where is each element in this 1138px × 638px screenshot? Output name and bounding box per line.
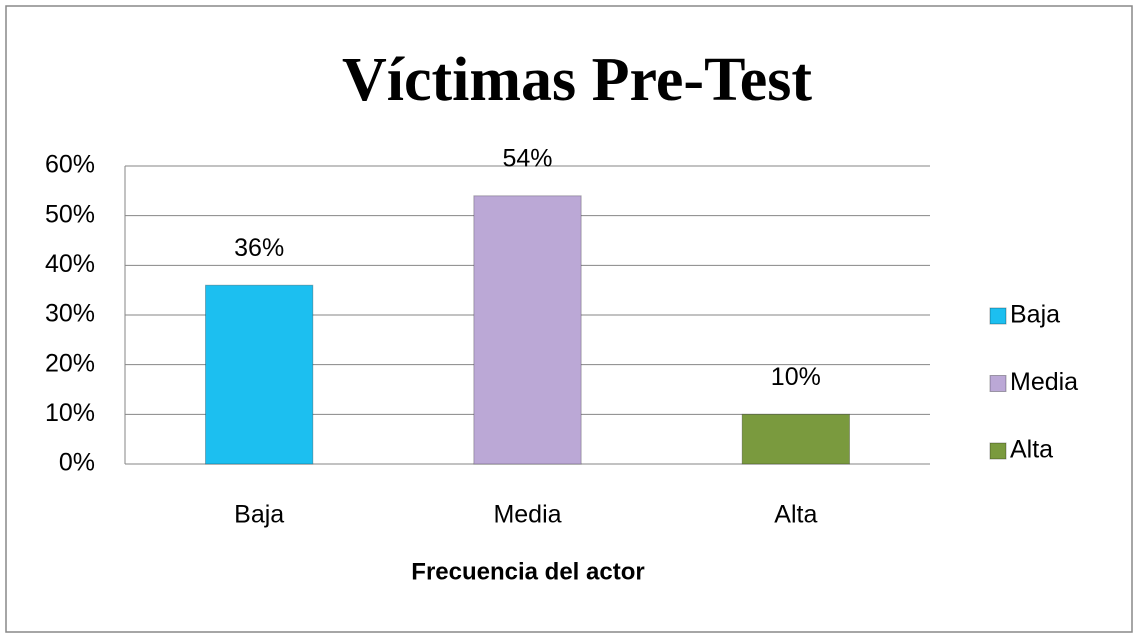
y-tick-label: 0% [59, 449, 95, 477]
y-tick-label: 60% [45, 151, 95, 179]
legend-swatch [989, 307, 1007, 325]
bar [473, 195, 582, 465]
data-label: 36% [234, 234, 284, 262]
data-label: 10% [771, 363, 821, 391]
y-tick-label: 40% [45, 250, 95, 278]
y-tick-label: 20% [45, 349, 95, 377]
legend-label: Media [1010, 368, 1078, 396]
data-label: 54% [502, 144, 552, 172]
x-axis-title: Frecuencia del actor [411, 558, 644, 585]
legend-swatch [989, 442, 1007, 460]
legend-label: Baja [1010, 301, 1060, 329]
legend-swatch [989, 375, 1007, 392]
y-tick-label: 30% [45, 300, 95, 328]
x-tick-label: Baja [234, 501, 284, 529]
bar [205, 284, 314, 465]
chart-title: Víctimas Pre-Test [342, 46, 812, 114]
legend-label: Alta [1010, 436, 1053, 464]
y-tick-label: 10% [45, 399, 95, 427]
x-tick-label: Alta [774, 501, 817, 529]
y-tick-label: 50% [45, 200, 95, 228]
x-tick-label: Media [493, 501, 561, 529]
bar [741, 413, 851, 465]
